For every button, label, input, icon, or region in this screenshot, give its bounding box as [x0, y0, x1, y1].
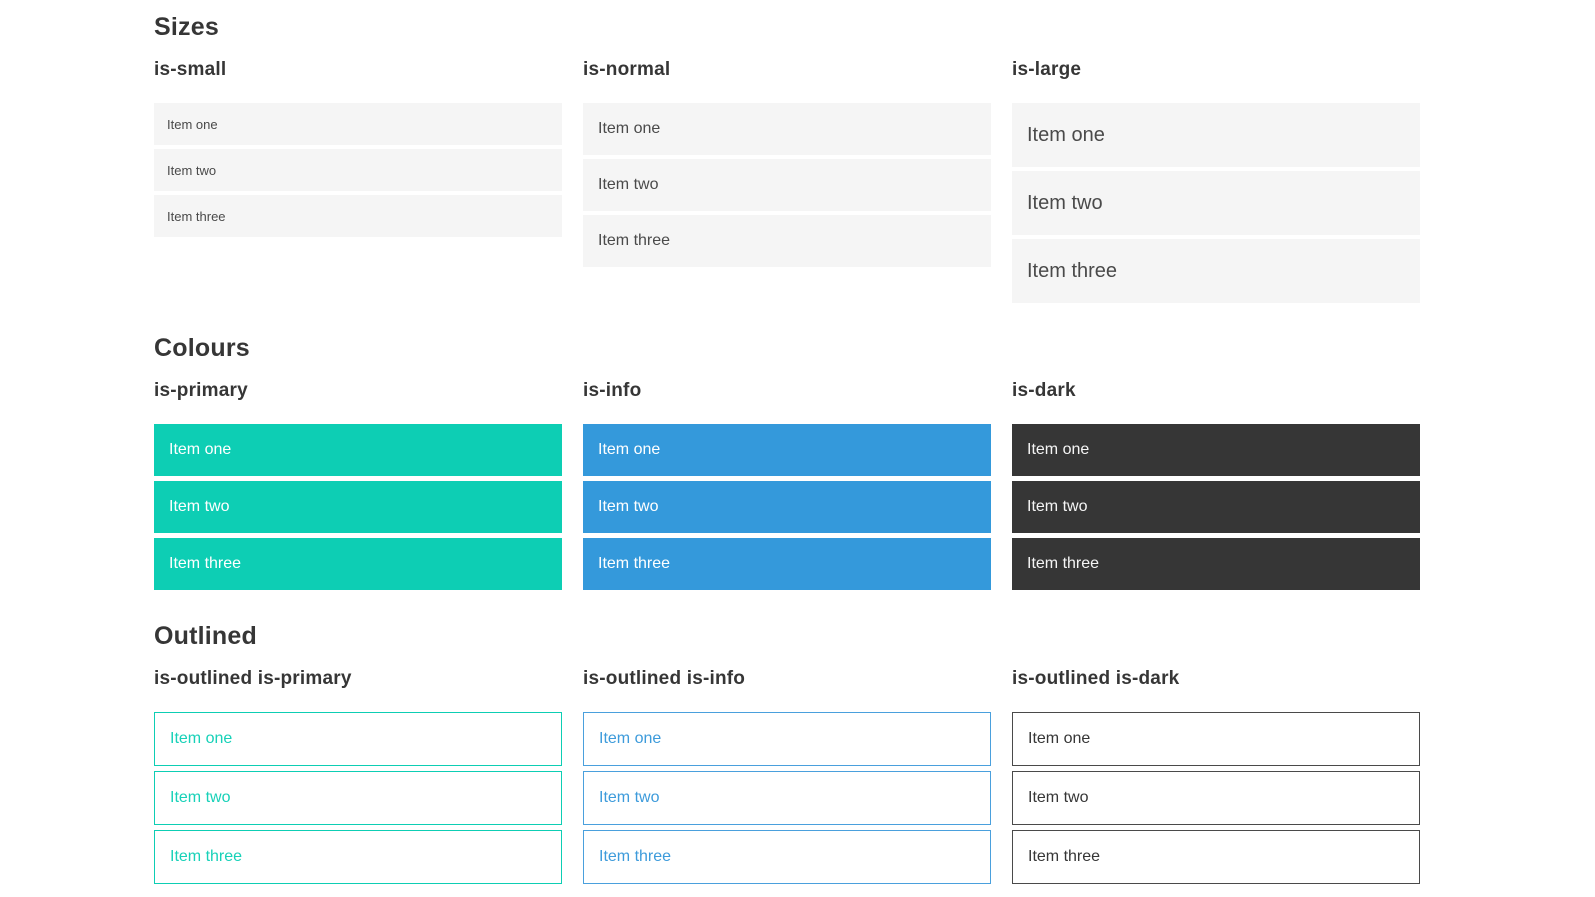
section-sizes: Sizes is-small Item one Item two Item th… — [154, 12, 1420, 307]
list-is-dark: Item one Item two Item three — [1012, 424, 1420, 590]
list-item[interactable]: Item two — [1012, 771, 1420, 825]
list-item[interactable]: Item two — [583, 159, 991, 211]
colours-row: is-primary Item one Item two Item three … — [154, 379, 1420, 595]
list-item[interactable]: Item one — [154, 103, 562, 145]
list-is-info: Item one Item two Item three — [583, 424, 991, 590]
list-item[interactable]: Item two — [154, 149, 562, 191]
list-group-is-normal: is-normal Item one Item two Item three — [583, 58, 991, 307]
list-group-is-large: is-large Item one Item two Item three — [1012, 58, 1420, 307]
list-is-small: Item one Item two Item three — [154, 103, 562, 237]
list-item[interactable]: Item one — [1012, 103, 1420, 167]
section-colours: Colours is-primary Item one Item two Ite… — [154, 333, 1420, 595]
list-is-outlined-is-dark: Item one Item two Item three — [1012, 712, 1420, 884]
list-item[interactable]: Item one — [154, 424, 562, 476]
list-item[interactable]: Item two — [1012, 481, 1420, 533]
list-is-primary: Item one Item two Item three — [154, 424, 562, 590]
list-item[interactable]: Item one — [583, 103, 991, 155]
list-is-outlined-is-primary: Item one Item two Item three — [154, 712, 562, 884]
list-item[interactable]: Item one — [1012, 712, 1420, 766]
group-label-is-small: is-small — [154, 59, 227, 80]
list-is-large: Item one Item two Item three — [1012, 103, 1420, 303]
section-title-colours: Colours — [154, 334, 250, 362]
group-label-is-dark: is-dark — [1012, 380, 1076, 401]
list-group-is-dark: is-dark Item one Item two Item three — [1012, 379, 1420, 595]
list-item[interactable]: Item one — [1012, 424, 1420, 476]
list-item[interactable]: Item two — [154, 771, 562, 825]
list-item[interactable]: Item three — [1012, 830, 1420, 884]
list-item[interactable]: Item two — [583, 481, 991, 533]
group-label-is-outlined-is-dark: is-outlined is-dark — [1012, 668, 1180, 689]
list-item[interactable]: Item three — [583, 215, 991, 267]
list-item[interactable]: Item three — [154, 195, 562, 237]
list-item[interactable]: Item three — [583, 830, 991, 884]
list-is-outlined-is-info: Item one Item two Item three — [583, 712, 991, 884]
sizes-row: is-small Item one Item two Item three is… — [154, 58, 1420, 307]
group-label-is-outlined-is-info: is-outlined is-info — [583, 668, 746, 689]
list-item[interactable]: Item two — [583, 771, 991, 825]
list-item[interactable]: Item three — [1012, 239, 1420, 303]
list-item[interactable]: Item two — [1012, 171, 1420, 235]
list-item[interactable]: Item three — [1012, 538, 1420, 590]
list-item[interactable]: Item three — [154, 538, 562, 590]
list-group-is-small: is-small Item one Item two Item three — [154, 58, 562, 307]
list-item[interactable]: Item one — [583, 424, 991, 476]
list-group-is-primary: is-primary Item one Item two Item three — [154, 379, 562, 595]
list-group-is-info: is-info Item one Item two Item three — [583, 379, 991, 595]
list-group-is-outlined-is-primary: is-outlined is-primary Item one Item two… — [154, 667, 562, 889]
outlined-row: is-outlined is-primary Item one Item two… — [154, 667, 1420, 889]
list-group-is-outlined-is-info: is-outlined is-info Item one Item two It… — [583, 667, 991, 889]
group-label-is-outlined-is-primary: is-outlined is-primary — [154, 668, 352, 689]
group-label-is-info: is-info — [583, 380, 642, 401]
section-title-outlined: Outlined — [154, 622, 257, 650]
group-label-is-large: is-large — [1012, 59, 1082, 80]
list-group-is-outlined-is-dark: is-outlined is-dark Item one Item two It… — [1012, 667, 1420, 889]
group-label-is-primary: is-primary — [154, 380, 248, 401]
list-is-normal: Item one Item two Item three — [583, 103, 991, 267]
list-item[interactable]: Item three — [154, 830, 562, 884]
list-item[interactable]: Item three — [583, 538, 991, 590]
list-item[interactable]: Item one — [154, 712, 562, 766]
list-item[interactable]: Item two — [154, 481, 562, 533]
list-item[interactable]: Item one — [583, 712, 991, 766]
section-outlined: Outlined is-outlined is-primary Item one… — [154, 621, 1420, 889]
section-title-sizes: Sizes — [154, 13, 219, 41]
group-label-is-normal: is-normal — [583, 59, 671, 80]
